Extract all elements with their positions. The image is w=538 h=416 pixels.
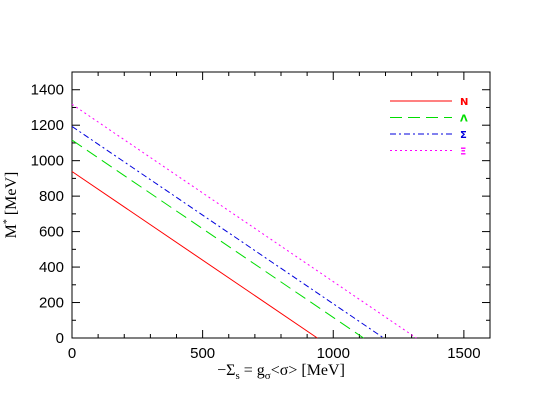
x-axis-title: −Σs = gσ<σ> [MeV] bbox=[217, 362, 345, 382]
series-lines bbox=[71, 103, 417, 339]
legend-label: Λ bbox=[460, 114, 468, 125]
y-tick-label: 800 bbox=[39, 188, 64, 205]
y-tick-label: 400 bbox=[39, 259, 64, 276]
series-line bbox=[71, 171, 318, 339]
legend-label: N bbox=[460, 97, 468, 108]
tick-marks bbox=[71, 71, 491, 339]
plot-frame bbox=[71, 71, 491, 339]
series-line bbox=[71, 139, 364, 339]
x-tick-label: 1500 bbox=[447, 345, 480, 362]
legend-label: Σ bbox=[460, 130, 467, 141]
x-tick-label: 500 bbox=[190, 345, 215, 362]
y-axis-title: M* [MeV] bbox=[2, 172, 20, 239]
series-line bbox=[71, 126, 384, 339]
y-tick-label: 200 bbox=[39, 295, 64, 312]
y-tick-label: 600 bbox=[39, 224, 64, 241]
y-tick-label: 1400 bbox=[31, 82, 64, 99]
x-tick-label: 0 bbox=[68, 345, 76, 362]
tick-labels: 0 500 1000 1500 0 200 400 600 800 1000 1200 1400 bbox=[31, 82, 481, 362]
y-tick-label: 0 bbox=[56, 330, 64, 347]
y-tick-label: 1000 bbox=[31, 153, 64, 170]
legend-label: Ξ bbox=[460, 147, 466, 158]
x-tick-label: 1000 bbox=[317, 345, 350, 362]
y-tick-label: 1200 bbox=[31, 117, 64, 134]
series-line bbox=[71, 103, 417, 339]
